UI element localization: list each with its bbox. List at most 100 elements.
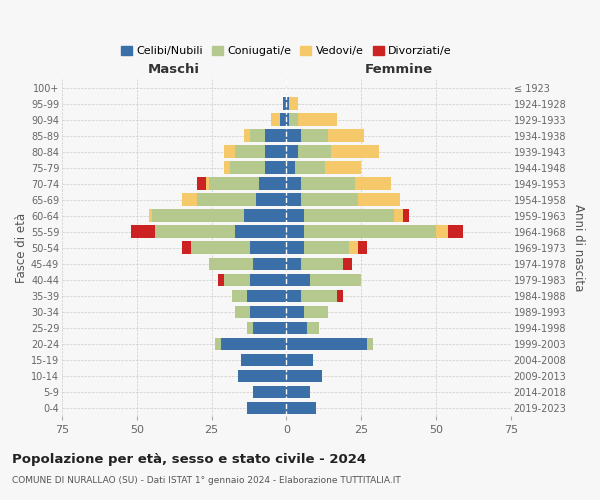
Bar — [218, 274, 224, 286]
Bar — [358, 194, 400, 206]
Text: Femmine: Femmine — [365, 64, 433, 76]
Bar — [310, 274, 361, 286]
Bar — [241, 354, 286, 366]
Bar — [182, 194, 197, 206]
Bar — [209, 258, 253, 270]
Bar — [155, 226, 235, 238]
Bar — [286, 194, 301, 206]
Bar — [250, 306, 286, 318]
Bar — [235, 306, 250, 318]
Bar — [253, 258, 286, 270]
Bar — [256, 194, 286, 206]
Bar — [394, 210, 403, 222]
Bar — [286, 354, 313, 366]
Bar — [328, 130, 364, 142]
Bar — [197, 178, 206, 190]
Bar — [331, 146, 379, 158]
Bar — [286, 290, 301, 302]
Bar — [286, 226, 304, 238]
Bar — [286, 338, 367, 350]
Bar — [271, 114, 280, 126]
Bar — [295, 162, 325, 174]
Bar — [283, 98, 286, 110]
Bar — [358, 242, 367, 254]
Bar — [191, 242, 250, 254]
Bar — [286, 98, 289, 110]
Text: Popolazione per età, sesso e stato civile - 2024: Popolazione per età, sesso e stato civil… — [12, 452, 366, 466]
Bar — [244, 130, 250, 142]
Bar — [247, 402, 286, 414]
Bar — [289, 98, 298, 110]
Bar — [250, 242, 286, 254]
Bar — [436, 226, 448, 238]
Bar — [286, 370, 322, 382]
Text: COMUNE DI NURALLAO (SU) - Dati ISTAT 1° gennaio 2024 - Elaborazione TUTTITALIA.I: COMUNE DI NURALLAO (SU) - Dati ISTAT 1° … — [12, 476, 401, 485]
Bar — [230, 162, 265, 174]
Bar — [247, 322, 253, 334]
Bar — [235, 226, 286, 238]
Bar — [235, 146, 265, 158]
Bar — [182, 242, 191, 254]
Bar — [286, 146, 298, 158]
Bar — [250, 274, 286, 286]
Bar — [286, 386, 310, 398]
Bar — [215, 338, 221, 350]
Bar — [244, 210, 286, 222]
Bar — [298, 146, 331, 158]
Bar — [301, 130, 328, 142]
Bar — [265, 162, 286, 174]
Bar — [286, 130, 301, 142]
Bar — [265, 146, 286, 158]
Bar — [289, 114, 298, 126]
Bar — [209, 178, 259, 190]
Y-axis label: Anni di nascita: Anni di nascita — [572, 204, 585, 292]
Bar — [301, 258, 343, 270]
Bar — [448, 226, 463, 238]
Bar — [253, 322, 286, 334]
Bar — [286, 242, 304, 254]
Bar — [367, 338, 373, 350]
Bar — [286, 114, 289, 126]
Bar — [149, 210, 152, 222]
Bar — [259, 178, 286, 190]
Bar — [304, 242, 349, 254]
Bar — [349, 242, 358, 254]
Bar — [355, 178, 391, 190]
Bar — [206, 178, 209, 190]
Bar — [238, 370, 286, 382]
Bar — [301, 194, 358, 206]
Bar — [253, 386, 286, 398]
Bar — [265, 130, 286, 142]
Bar — [197, 194, 256, 206]
Bar — [325, 162, 361, 174]
Text: Maschi: Maschi — [148, 64, 200, 76]
Bar — [301, 290, 337, 302]
Bar — [224, 162, 230, 174]
Bar — [286, 178, 301, 190]
Bar — [221, 338, 286, 350]
Bar — [304, 210, 394, 222]
Bar — [247, 290, 286, 302]
Bar — [224, 146, 235, 158]
Bar — [250, 130, 265, 142]
Bar — [286, 274, 310, 286]
Bar — [286, 402, 316, 414]
Bar — [131, 226, 155, 238]
Bar — [286, 162, 295, 174]
Legend: Celibi/Nubili, Coniugati/e, Vedovi/e, Divorziati/e: Celibi/Nubili, Coniugati/e, Vedovi/e, Di… — [116, 42, 457, 60]
Bar — [343, 258, 352, 270]
Bar — [298, 114, 337, 126]
Bar — [304, 226, 436, 238]
Bar — [152, 210, 244, 222]
Bar — [286, 322, 307, 334]
Bar — [286, 306, 304, 318]
Bar — [301, 178, 355, 190]
Bar — [307, 322, 319, 334]
Bar — [286, 258, 301, 270]
Bar — [224, 274, 250, 286]
Bar — [403, 210, 409, 222]
Bar — [232, 290, 247, 302]
Bar — [286, 210, 304, 222]
Bar — [280, 114, 286, 126]
Bar — [304, 306, 328, 318]
